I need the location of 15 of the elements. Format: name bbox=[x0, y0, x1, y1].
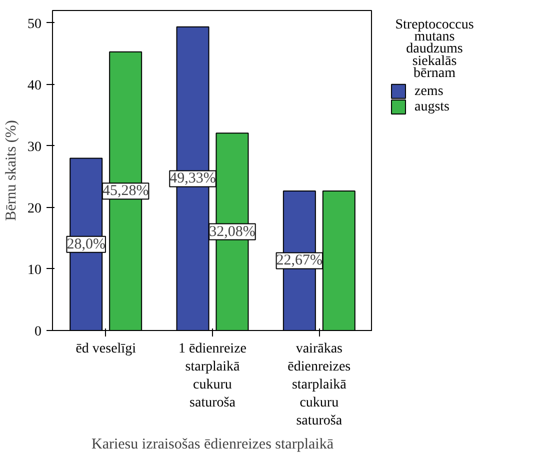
legend-title: Streptococcus mutans daudzums siekalās bērnam bbox=[395, 17, 474, 81]
y-tick-label: 50 bbox=[28, 16, 42, 32]
y-tick-label: 30 bbox=[28, 140, 42, 155]
legend-label: zems bbox=[414, 84, 444, 99]
y-tick-label: 0 bbox=[34, 324, 42, 340]
legend-label: augsts bbox=[414, 100, 450, 115]
x-tick-label: vairākas ēdienreizes starplaikā cukuru saturoša bbox=[288, 342, 351, 428]
data-label: 32,08% bbox=[209, 224, 256, 240]
x-tick-label: ēd veselīgi bbox=[76, 342, 136, 356]
x-tick-label: 1 ēdienreize starplaikā cukuru saturoša bbox=[178, 342, 247, 410]
y-tick-label: 40 bbox=[28, 78, 42, 94]
y-tick-label: 20 bbox=[28, 201, 42, 216]
x-axis-title: Kariesu izraisošas ēdienreizes starplaikā bbox=[92, 436, 334, 452]
y-axis-title: Bērnu skaits (%) bbox=[4, 120, 20, 221]
y-tick-label: 10 bbox=[28, 262, 42, 278]
